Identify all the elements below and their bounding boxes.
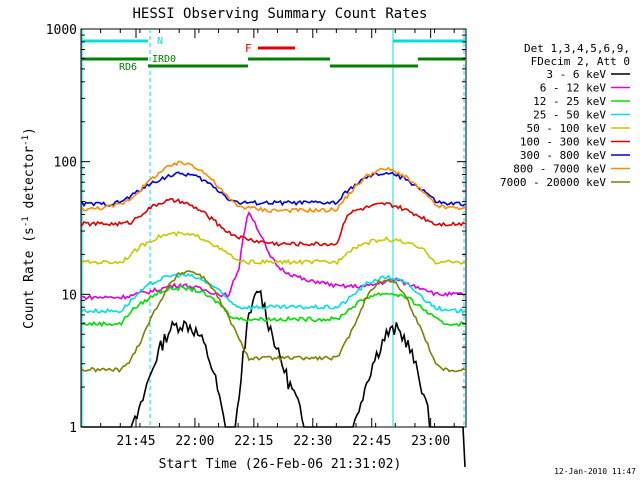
y-axis-title: Count Rate (s-1 detector-1) bbox=[21, 127, 37, 329]
flag-label-f: F bbox=[245, 42, 252, 55]
series-group bbox=[81, 160, 466, 467]
flag-label-ird0: IRD0 bbox=[152, 54, 176, 65]
legend-label: 6 - 12 keV bbox=[540, 82, 607, 95]
legend-header-2: FDecim 2, Att 0 bbox=[531, 55, 630, 68]
x-tick-label: 23:00 bbox=[411, 434, 450, 449]
timestamp-label: 12-Jan-2010 11:47 bbox=[554, 467, 636, 476]
x-axis-title: Start Time (26-Feb-06 21:31:02) bbox=[159, 457, 402, 472]
x-axis: 21:45 22:00 22:15 22:30 22:45 23:00 bbox=[80, 29, 455, 449]
legend-label: 300 - 800 keV bbox=[520, 149, 606, 162]
flag-label-n: N bbox=[157, 36, 163, 47]
x-tick-label: 21:45 bbox=[116, 434, 155, 449]
series-line-6 bbox=[81, 171, 466, 208]
series-line-2 bbox=[81, 284, 466, 328]
legend-label: 800 - 7000 keV bbox=[513, 163, 606, 176]
legend: Det 1,3,4,5,6,9, FDecim 2, Att 0 3 - 6 k… bbox=[500, 42, 630, 189]
y-axis-title-sup1: -1 bbox=[21, 216, 31, 227]
y-axis-title-sup2: -1 bbox=[21, 135, 31, 146]
x-tick-label: 22:30 bbox=[293, 434, 332, 449]
y-tick-label: 10 bbox=[61, 288, 77, 303]
legend-label: 12 - 25 keV bbox=[533, 95, 606, 108]
flag-bars: N IRD0 RD6 F bbox=[82, 36, 465, 73]
series-line-5 bbox=[81, 197, 466, 247]
x-tick-label: 22:45 bbox=[352, 434, 391, 449]
eclipse-boundaries bbox=[81, 29, 465, 427]
y-tick-label: 1000 bbox=[46, 23, 77, 38]
x-tick-label: 22:00 bbox=[175, 434, 214, 449]
plot-frame bbox=[80, 28, 467, 428]
y-axis: 1 10 100 1000 bbox=[46, 23, 466, 436]
series-line-0 bbox=[82, 289, 466, 467]
series-line-3 bbox=[81, 272, 466, 314]
y-tick-label: 1 bbox=[69, 421, 77, 436]
flag-label-rd6: RD6 bbox=[119, 62, 137, 73]
chart-title: HESSI Observing Summary Count Rates bbox=[132, 6, 427, 22]
y-axis-title-main: Count Rate (s bbox=[22, 227, 37, 329]
series-line-4 bbox=[81, 230, 466, 266]
y-tick-label: 100 bbox=[54, 156, 77, 171]
legend-label: 100 - 300 keV bbox=[520, 136, 606, 149]
series-line-8 bbox=[81, 270, 466, 373]
legend-label: 25 - 50 keV bbox=[533, 109, 606, 122]
y-axis-title-mid: detector bbox=[22, 146, 37, 217]
y-axis-title-end: ) bbox=[22, 127, 37, 135]
legend-label: 3 - 6 keV bbox=[546, 68, 606, 81]
series-line-1 bbox=[81, 211, 466, 301]
series-line-7 bbox=[81, 160, 466, 214]
legend-label: 50 - 100 keV bbox=[527, 122, 607, 135]
legend-label: 7000 - 20000 keV bbox=[500, 176, 606, 189]
x-tick-label: 22:15 bbox=[234, 434, 273, 449]
legend-header-1: Det 1,3,4,5,6,9, bbox=[524, 42, 630, 55]
